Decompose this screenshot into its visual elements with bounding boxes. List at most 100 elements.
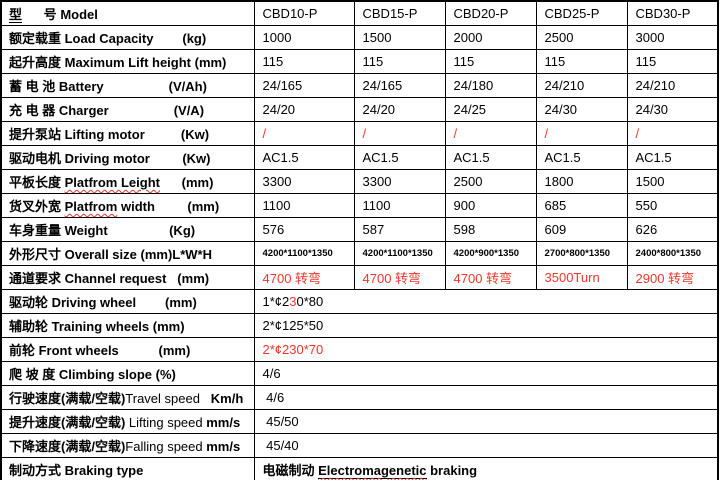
row-label-battery: 蓄 电 池 Battery (V/Ah) <box>0 73 255 98</box>
text-segment: 额定载重 Load Capacity (kg) <box>9 31 207 46</box>
row-label-max-lift-height: 起升高度 Maximum Lift height (mm) <box>0 49 255 74</box>
value-load-capacity-col4: 2500 <box>535 25 628 50</box>
value-model-col5: CBD30-P <box>626 0 719 26</box>
value-channel-request-col4: 3500Turn <box>535 265 628 290</box>
table-row-overall-size: 外形尺寸 Overall size (mm)L*W*H 4200*1100*135… <box>0 241 719 266</box>
value-platform-width-col4: 685 <box>535 193 628 218</box>
value-braking-type: 电磁制动 Electromagenetic braking <box>253 457 719 480</box>
row-label-charger: 充 电 器 Charger (V/A) <box>0 97 255 122</box>
text-segment: 外形尺寸 Overall size (mm)L*W*H <box>9 247 212 262</box>
value-battery-col1: 24/165 <box>253 73 355 98</box>
value-weight-col5: 626 <box>626 217 719 242</box>
text-segment: 蓄 电 池 Battery (V/Ah) <box>9 79 207 94</box>
text-segment: Model <box>60 7 98 22</box>
table-row-driving-wheel: 驱动轮 Driving wheel (mm) 1*¢230*80 <box>0 289 719 314</box>
value-platform-length-col4: 1800 <box>535 169 628 194</box>
text-segment: 平板长度 <box>9 175 65 190</box>
text-segment: 3 <box>289 294 297 309</box>
value-front-wheels: 2*¢230*70 <box>253 337 719 362</box>
value-lifting-motor-col2: / <box>353 121 446 146</box>
text-segment: Travel speed <box>125 391 200 406</box>
text-segment: Falling speed <box>125 439 207 454</box>
value-channel-request-col3: 4700 转弯 <box>444 265 537 290</box>
value-load-capacity-col5: 3000 <box>626 25 719 50</box>
value-weight-col1: 576 <box>253 217 355 242</box>
value-platform-width-col3: 900 <box>444 193 537 218</box>
text-segment: 提升泵站 Lifting motor (Kw) <box>9 127 210 142</box>
value-lifting-motor-col4: / <box>535 121 628 146</box>
value-model-col3: CBD20-P <box>444 0 537 26</box>
text-segment: mm/s <box>206 439 241 454</box>
table-row-travel-speed: 行驶速度(满载/空载)Travel speed Km/h 4/6 <box>0 385 719 410</box>
text-segment: 2*¢230*70 <box>262 342 324 357</box>
value-platform-length-col3: 2500 <box>444 169 537 194</box>
table-row-platform-length: 平板长度 Platfrom Leight (mm) 3300 3300 2500 180… <box>0 169 719 194</box>
text-segment: braking <box>426 463 478 478</box>
value-model-col1: CBD10-P <box>253 0 355 26</box>
row-label-climbing-slope: 爬 坡 度 Climbing slope (%) <box>0 361 255 386</box>
table-row-driving-motor: 驱动电机 Driving motor (Kw) AC1.5 AC1.5 AC1.5 AC… <box>0 145 719 170</box>
text-segment: 下降速度(满载/空载) <box>9 439 126 454</box>
row-label-front-wheels: 前轮 Front wheels (mm) <box>0 337 255 362</box>
text-segment: 驱动电机 Driving motor (Kw) <box>9 151 211 166</box>
text-segment: 爬 坡 度 Climbing slope (%) <box>9 367 176 382</box>
value-weight-col4: 609 <box>535 217 628 242</box>
row-label-model: 型 号 Model <box>0 0 255 26</box>
text-segment: Platfrom Leight <box>64 175 160 190</box>
value-driving-motor-col2: AC1.5 <box>353 145 446 170</box>
text-segment: 充 电 器 Charger (V/A) <box>9 103 205 118</box>
value-platform-width-col5: 550 <box>626 193 719 218</box>
text-segment: Electromagenetic <box>318 463 427 479</box>
value-platform-length-col5: 1500 <box>626 169 719 194</box>
table-row-platform-width: 货叉外宽 Platfrom width (mm) 1100 1100 900 685 55… <box>0 193 719 218</box>
table-row-model: 型 号 Model CBD10-P CBD15-P CBD20-P CBD25-P CBD… <box>0 0 719 26</box>
table-row-channel-request: 通道要求 Channel request (mm) 4700 转弯 4700 转弯 4… <box>0 265 719 290</box>
value-lifting-motor-col5: / <box>626 121 719 146</box>
value-charger-col5: 24/30 <box>626 97 719 122</box>
text-segment: mm/s <box>206 415 241 430</box>
value-overall-size-col3: 4200*900*1350 <box>444 241 537 266</box>
value-overall-size-col5: 2400*800*1350 <box>626 241 719 266</box>
value-platform-width-col1: 1100 <box>253 193 355 218</box>
row-label-lifting-motor: 提升泵站 Lifting motor (Kw) <box>0 121 255 146</box>
value-platform-length-col1: 3300 <box>253 169 355 194</box>
text-segment: Km/h <box>199 391 244 406</box>
text-segment: Platfrom <box>64 199 118 214</box>
value-lifting-motor-col1: / <box>253 121 355 146</box>
value-charger-col4: 24/30 <box>535 97 628 122</box>
table-row-braking-type: 制动方式 Braking type 电磁制动 Electromagenetic b… <box>0 457 719 480</box>
value-load-capacity-col2: 1500 <box>353 25 446 50</box>
value-battery-col3: 24/180 <box>444 73 537 98</box>
value-driving-motor-col3: AC1.5 <box>444 145 537 170</box>
text-segment: 驱动轮 Driving wheel (mm) <box>9 295 197 310</box>
row-label-load-capacity: 额定载重 Load Capacity (kg) <box>0 25 255 50</box>
value-driving-wheel: 1*¢230*80 <box>253 289 719 314</box>
value-lifting-motor-col3: / <box>444 121 537 146</box>
row-label-falling-speed: 下降速度(满载/空载)Falling speed mm/s <box>0 433 255 458</box>
table-row-front-wheels: 前轮 Front wheels (mm) 2*¢230*70 <box>0 337 719 362</box>
value-charger-col1: 24/20 <box>253 97 355 122</box>
value-falling-speed: 45/40 <box>253 433 719 458</box>
text-segment: 辅助轮 Training wheels (mm) <box>9 319 185 334</box>
text-segment: 行驶速度(满载/空载) <box>9 391 126 406</box>
text-segment: 前轮 Front wheels (mm) <box>9 343 191 358</box>
value-training-wheels: 2*¢125*50 <box>253 313 719 338</box>
value-platform-width-col2: 1100 <box>353 193 446 218</box>
text-segment: 制动方式 Braking type <box>9 463 144 478</box>
value-overall-size-col1: 4200*1100*1350 <box>253 241 355 266</box>
value-max-lift-height-col2: 115 <box>353 49 446 74</box>
value-weight-col3: 598 <box>444 217 537 242</box>
table-row-lifting-speed: 提升速度(满载/空载) Lifting speed mm/s 45/50 <box>0 409 719 434</box>
value-weight-col2: 587 <box>353 217 446 242</box>
value-battery-col4: 24/210 <box>535 73 628 98</box>
value-climbing-slope: 4/6 <box>253 361 719 386</box>
value-battery-col2: 24/165 <box>353 73 446 98</box>
text-segment: 45/50 <box>262 414 299 429</box>
table-row-load-capacity: 额定载重 Load Capacity (kg) 1000 1500 2000 2500 3… <box>0 25 719 50</box>
text-segment: 货叉外宽 <box>9 199 65 214</box>
text-segment: (mm) <box>159 175 214 190</box>
row-label-platform-width: 货叉外宽 Platfrom width (mm) <box>0 193 255 218</box>
